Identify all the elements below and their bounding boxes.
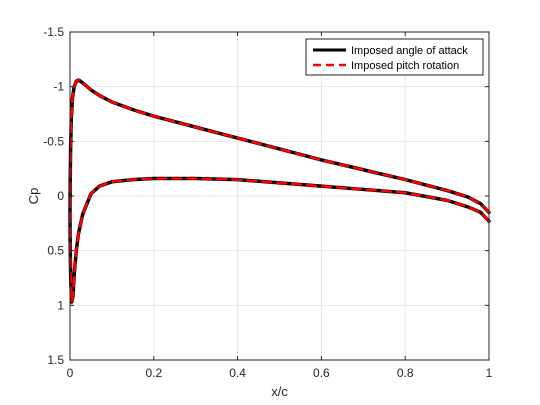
y-tick-label: 1.5 <box>47 353 64 367</box>
x-tick-label: 0.4 <box>229 366 246 380</box>
legend-label-imposed-angle-of-attack: Imposed angle of attack <box>351 45 468 57</box>
y-tick-label: -0.5 <box>43 134 64 148</box>
legend: Imposed angle of attack Imposed pitch ro… <box>305 38 484 76</box>
x-tick-label: 0.8 <box>397 366 414 380</box>
ticks: 0 0.2 0.4 0.6 0.8 1 -1.5 -1 -0.5 0 0.5 1 1.5 <box>43 25 492 380</box>
y-tick-label: 1 <box>57 298 64 312</box>
legend-box <box>305 38 484 76</box>
y-axis-label: Cp <box>26 188 41 205</box>
x-tick-label: 0.2 <box>145 366 162 380</box>
y-tick-label: 0 <box>57 189 64 203</box>
y-tick-label: -1 <box>53 80 64 94</box>
y-tick-label: 0.5 <box>47 244 64 258</box>
x-axis-label: x/c <box>271 384 288 399</box>
x-tick-label: 0.6 <box>313 366 330 380</box>
legend-label-imposed-pitch-rotation: Imposed pitch rotation <box>351 60 459 72</box>
x-tick-label: 1 <box>486 366 493 380</box>
x-tick-label: 0 <box>67 366 74 380</box>
y-tick-label: -1.5 <box>43 25 64 39</box>
